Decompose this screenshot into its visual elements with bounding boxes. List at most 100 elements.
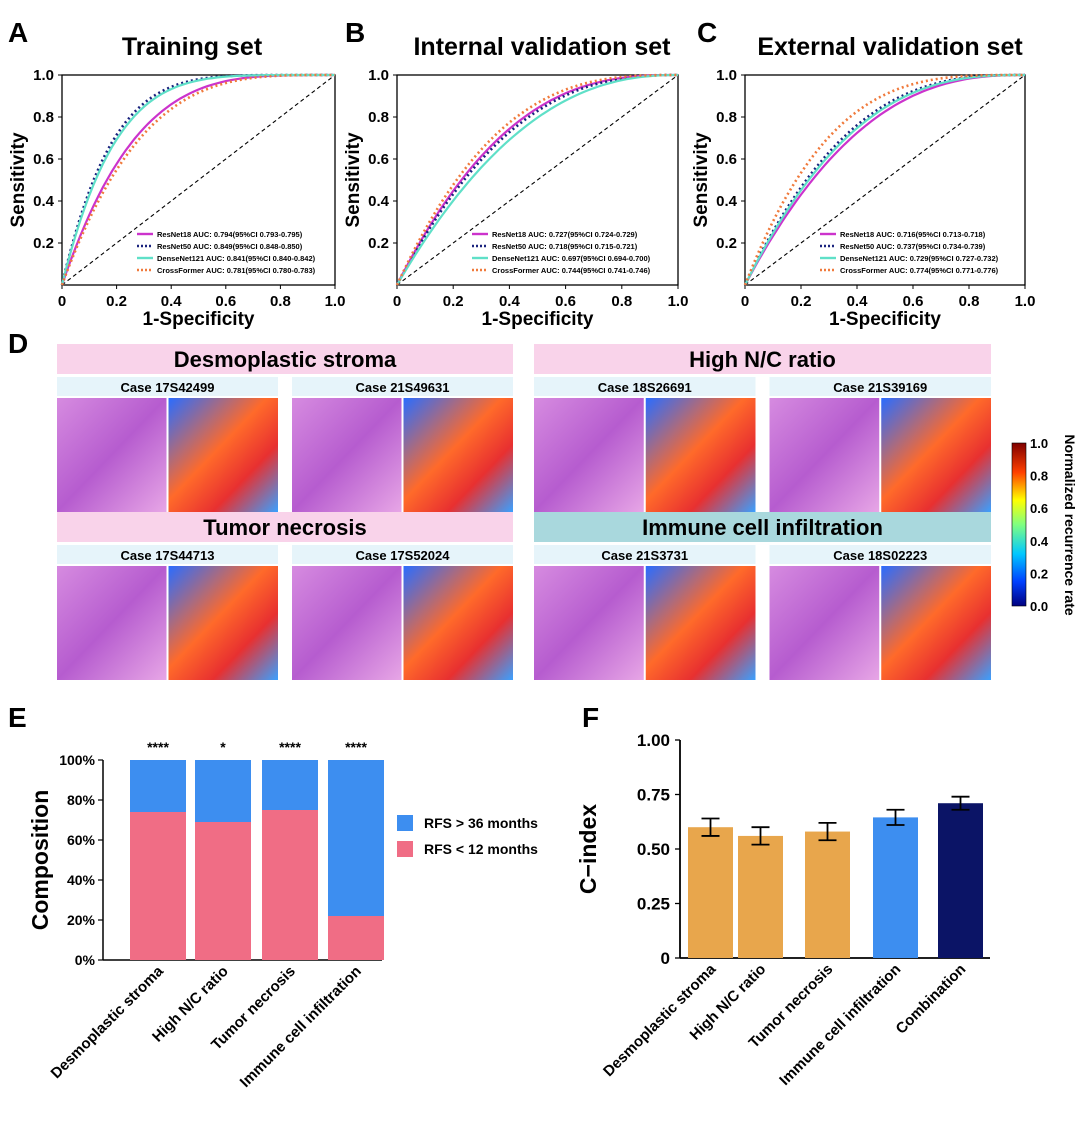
- legend-label: RFS > 36 months: [424, 815, 538, 831]
- x-tick-label: Desmoplastic stroma: [48, 962, 168, 1082]
- y-tick-label: 0.25: [637, 895, 670, 914]
- case-banner: [769, 377, 991, 396]
- colorbar: 0.0 0.2 0.4 0.6 0.8 1.0 Normalized recurrence …: [1011, 434, 1078, 616]
- y-tick-label: 0%: [75, 952, 96, 968]
- case-banner: [769, 545, 991, 564]
- x-tick-label: 0: [741, 293, 749, 310]
- y-tick-label: 20%: [67, 912, 96, 928]
- y-tick-label: 0.4: [33, 193, 55, 210]
- legend-label: ResNet50 AUC: 0.718(95%CI 0.715-0.721): [492, 242, 638, 251]
- legend-label: ResNet18 AUC: 0.727(95%CI 0.724-0.729): [492, 230, 638, 239]
- bar-0-1: [130, 760, 186, 812]
- case-label: Case 21S49631: [356, 380, 450, 395]
- y-tick-label: 0.4: [716, 193, 738, 210]
- y-tick-label: 0.4: [368, 193, 390, 210]
- histology-image: [769, 398, 880, 512]
- colorbar-label: Normalized recurrence rate: [1062, 434, 1078, 616]
- roc-panel-c: C External validation set 0 0.2 0.4 0.6 0.8 1.0…: [691, 17, 1035, 330]
- y-tick-label: 0.8: [716, 109, 737, 126]
- roc-curve-3: [395, 73, 678, 286]
- case-banner: [534, 545, 756, 564]
- bar-3-0: [328, 916, 384, 960]
- x-tick-label: 1.0: [325, 293, 346, 310]
- legend-label: RFS < 12 months: [424, 841, 538, 857]
- bar-3-1: [328, 760, 384, 916]
- histology-image: [292, 398, 402, 512]
- x-tick-label: 0: [58, 293, 66, 310]
- roc-title: External validation set: [757, 33, 1023, 61]
- panel-label: F: [582, 702, 599, 733]
- y-tick-label: 0.6: [33, 151, 54, 168]
- chance-line: [396, 74, 679, 286]
- x-axis-label: 1-Specificity: [482, 309, 594, 330]
- y-tick-label: 0.50: [637, 840, 670, 859]
- legend-label: CrossFormer AUC: 0.781(95%CI 0.780-0.783…: [157, 266, 316, 275]
- y-axis-label: C−index: [575, 804, 601, 894]
- significance-label: ****: [147, 739, 169, 755]
- y-tick-label: 0.2: [368, 235, 389, 252]
- significance-label: *: [220, 739, 226, 755]
- legend-label: DenseNet121 AUC: 0.841(95%CI 0.840-0.842…: [157, 254, 316, 263]
- colorbar-tick-label: 0.8: [1030, 469, 1048, 484]
- group-title: High N/C ratio: [689, 347, 836, 372]
- x-tick-label: 0.8: [959, 293, 980, 310]
- roc-curve-2: [744, 73, 1025, 286]
- y-tick-label: 1.0: [716, 67, 737, 84]
- x-tick-label: Combination: [892, 961, 969, 1038]
- y-tick-label: 1.00: [637, 731, 670, 750]
- bar-0: [688, 827, 733, 958]
- x-tick-label: 0.2: [106, 293, 127, 310]
- bar-1-1: [195, 760, 251, 822]
- x-tick-label: 1.0: [668, 293, 689, 310]
- attention-heatmap: [881, 398, 991, 512]
- y-tick-label: 0.6: [368, 151, 389, 168]
- x-tick-label: 0.8: [611, 293, 632, 310]
- x-tick-label: 0.6: [903, 293, 924, 310]
- bar-3: [873, 817, 918, 958]
- histology-image: [57, 566, 167, 680]
- group-banner: [534, 512, 991, 542]
- case-label: Case 17S42499: [121, 380, 215, 395]
- attention-heatmap: [403, 566, 513, 680]
- case-label: Case 18S26691: [598, 380, 692, 395]
- bar-0-0: [130, 812, 186, 960]
- colorbar-tick-label: 0.6: [1030, 501, 1048, 516]
- bar-1-0: [195, 822, 251, 960]
- y-tick-label: 60%: [67, 832, 96, 848]
- y-tick-label: 100%: [59, 752, 95, 768]
- roc-frame: [744, 74, 1026, 286]
- group-banner: [57, 512, 513, 542]
- y-tick-label: 0.75: [637, 786, 670, 805]
- y-axis-label: Sensitivity: [8, 132, 29, 227]
- heatmap-group-1: High N/C ratio Case 18S26691 Case 21S39169: [534, 344, 991, 512]
- y-tick-label: 0.8: [33, 109, 54, 126]
- x-tick-label: 0.2: [791, 293, 812, 310]
- case-banner: [292, 377, 513, 396]
- legend-label: DenseNet121 AUC: 0.729(95%CI 0.727-0.732…: [840, 254, 999, 263]
- attention-heatmap: [403, 398, 513, 512]
- x-tick-label: 0.4: [161, 293, 183, 310]
- histology-image: [292, 566, 402, 680]
- legend-label: CrossFormer AUC: 0.744(95%CI 0.741-0.746…: [492, 266, 651, 275]
- roc-title: Training set: [122, 33, 263, 61]
- legend-swatch: [397, 815, 413, 831]
- roc-curve-1: [743, 73, 1025, 286]
- y-tick-label: 40%: [67, 872, 96, 888]
- group-title: Tumor necrosis: [203, 515, 366, 540]
- bar-2: [805, 831, 850, 958]
- y-tick-label: 0.6: [716, 151, 737, 168]
- x-tick-label: 0.6: [215, 293, 236, 310]
- x-tick-label: Immune cell infiltration: [776, 961, 904, 1089]
- case-label: Case 18S02223: [833, 548, 927, 563]
- roc-curve-3: [743, 73, 1025, 286]
- panel-label: E: [8, 702, 27, 733]
- attention-heatmap: [881, 566, 991, 680]
- y-tick-label: 1.0: [368, 67, 389, 84]
- legend-label: ResNet50 AUC: 0.849(95%CI 0.848-0.850): [157, 242, 303, 251]
- panel-label: A: [8, 17, 28, 48]
- x-tick-label: 0.6: [555, 293, 576, 310]
- legend-swatch: [397, 841, 413, 857]
- attention-heatmap: [168, 566, 278, 680]
- case-label: Case 17S44713: [121, 548, 215, 563]
